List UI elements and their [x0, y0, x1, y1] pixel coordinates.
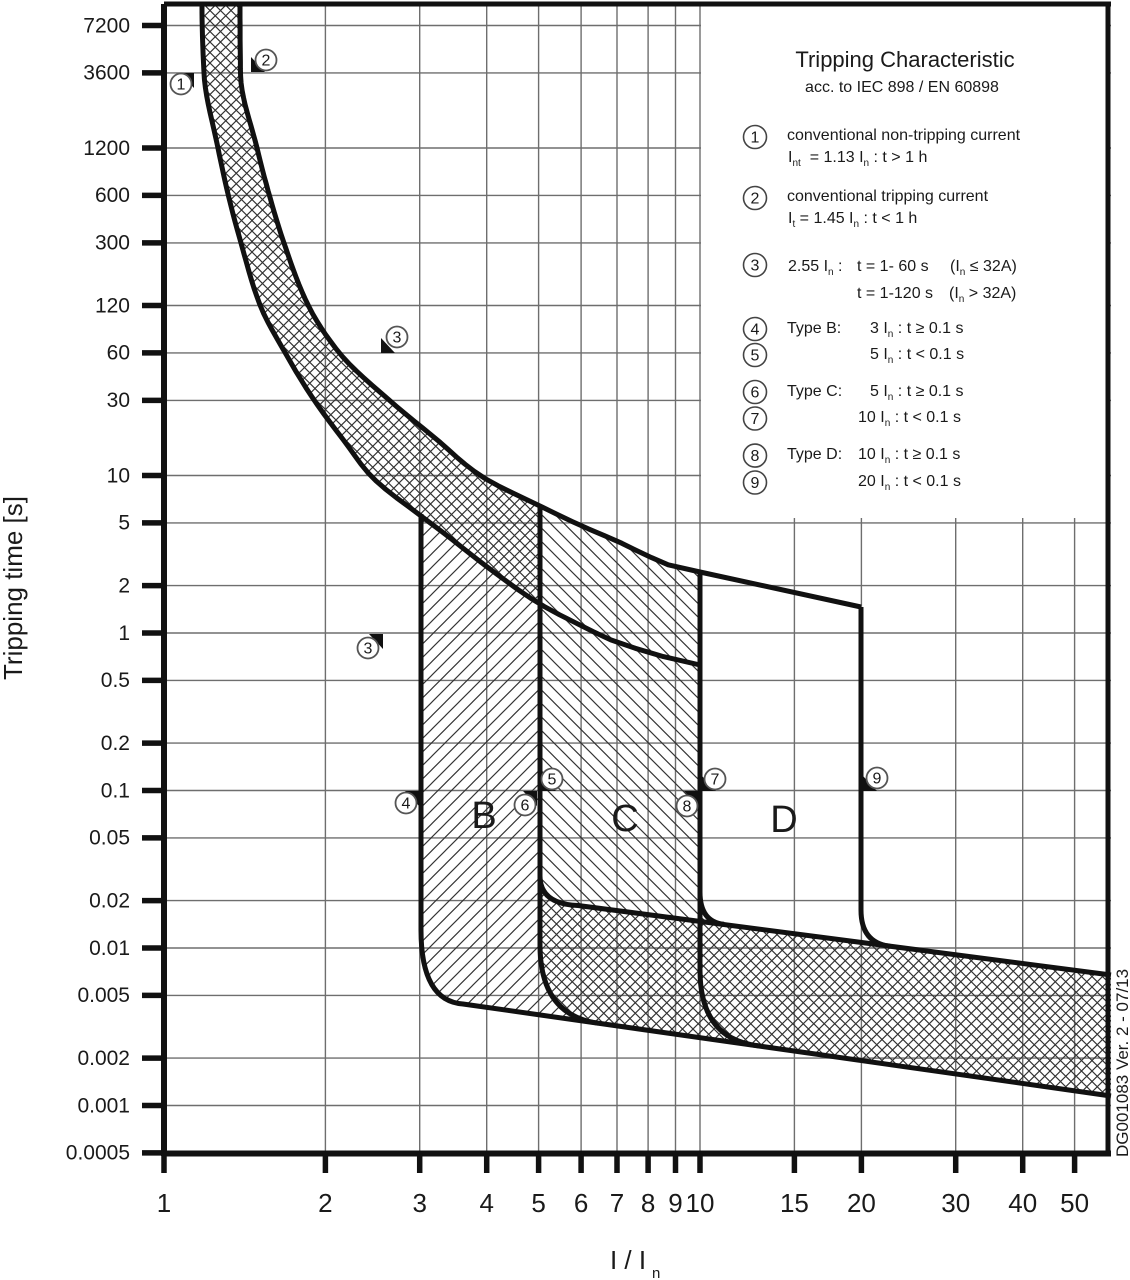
svg-text:9: 9 [873, 771, 882, 788]
svg-text:0.0005: 0.0005 [66, 1142, 130, 1165]
svg-text:(In ≤ 32A): (In ≤ 32A) [950, 258, 1017, 278]
svg-text:7200: 7200 [83, 14, 130, 37]
svg-text:I / I: I / I [610, 1245, 646, 1275]
svg-text:10 In : t ≥ 0.1 s: 10 In : t ≥ 0.1 s [858, 446, 960, 466]
svg-text:6: 6 [574, 1188, 588, 1218]
svg-text:4: 4 [751, 322, 760, 339]
svg-text:50: 50 [1060, 1188, 1089, 1218]
svg-text:B: B [471, 795, 496, 837]
svg-text:conventional tripping current: conventional tripping current [787, 188, 989, 205]
svg-text:2: 2 [318, 1188, 332, 1218]
svg-text:1200: 1200 [83, 137, 130, 160]
svg-text:4: 4 [479, 1188, 493, 1218]
svg-text:20 In : t < 0.1 s: 20 In : t < 0.1 s [858, 473, 961, 493]
svg-text:0.1: 0.1 [101, 779, 130, 802]
svg-text:3: 3 [412, 1188, 426, 1218]
svg-text:30: 30 [941, 1188, 970, 1218]
svg-text:5: 5 [118, 512, 130, 535]
svg-text:0.01: 0.01 [89, 937, 130, 960]
svg-text:0.005: 0.005 [77, 984, 130, 1007]
svg-text:Int = 1.13 In : t > 1 h: Int = 1.13 In : t > 1 h [788, 149, 927, 169]
svg-text:6: 6 [751, 385, 760, 402]
svg-text:5 In : t < 0.1 s: 5 In : t < 0.1 s [870, 346, 964, 366]
svg-text:Type B:: Type B: [787, 320, 841, 337]
svg-text:40: 40 [1008, 1188, 1037, 1218]
svg-text:10: 10 [107, 464, 130, 487]
svg-text:conventional non-tripping curr: conventional non-tripping current [787, 127, 1021, 144]
svg-text:It = 1.45 In : t < 1 h: It = 1.45 In : t < 1 h [788, 210, 917, 230]
svg-text:8: 8 [641, 1188, 655, 1218]
svg-text:3: 3 [751, 258, 760, 275]
svg-text:D: D [770, 799, 797, 841]
svg-text:1: 1 [157, 1188, 171, 1218]
svg-text:0.001: 0.001 [77, 1094, 130, 1117]
svg-text:10 In : t < 0.1 s: 10 In : t < 0.1 s [858, 409, 961, 429]
svg-text:0.05: 0.05 [89, 827, 130, 850]
svg-text:30: 30 [107, 389, 130, 412]
svg-text:4: 4 [402, 796, 411, 813]
svg-text:120: 120 [95, 294, 130, 317]
svg-text:3: 3 [393, 330, 402, 347]
svg-text:15: 15 [780, 1188, 809, 1218]
svg-text:7: 7 [711, 772, 720, 789]
svg-text:0.5: 0.5 [101, 669, 130, 692]
svg-text:DG001083 Ver. 2 - 07/13: DG001083 Ver. 2 - 07/13 [1113, 969, 1130, 1157]
svg-text:0.02: 0.02 [89, 889, 130, 912]
svg-text:7: 7 [610, 1188, 624, 1218]
svg-text:n: n [652, 1265, 660, 1280]
svg-text:t = 1-120 s: t = 1-120 s [857, 285, 933, 302]
svg-text:3 In : t ≥ 0.1 s: 3 In : t ≥ 0.1 s [870, 320, 964, 340]
svg-text:20: 20 [847, 1188, 876, 1218]
svg-text:(In > 32A): (In > 32A) [949, 285, 1016, 305]
svg-text:3600: 3600 [83, 62, 130, 85]
svg-text:9: 9 [668, 1188, 682, 1218]
svg-text:1: 1 [751, 130, 760, 147]
svg-text:0.002: 0.002 [77, 1047, 130, 1070]
svg-text:5 In : t ≥ 0.1 s: 5 In : t ≥ 0.1 s [870, 383, 964, 403]
svg-text:6: 6 [521, 798, 530, 815]
svg-text:5: 5 [548, 772, 557, 789]
svg-text:2: 2 [751, 191, 760, 208]
svg-text:10: 10 [686, 1188, 715, 1218]
svg-text:Tripping time [s]: Tripping time [s] [0, 496, 28, 680]
svg-text:8: 8 [683, 799, 692, 816]
svg-text:600: 600 [95, 184, 130, 207]
svg-text:5: 5 [531, 1188, 545, 1218]
svg-text:300: 300 [95, 232, 130, 255]
svg-text:9: 9 [751, 475, 760, 492]
svg-text:5: 5 [751, 348, 760, 365]
svg-text:3: 3 [364, 641, 373, 658]
svg-text:t = 1- 60 s: t = 1- 60 s [857, 258, 929, 275]
svg-text:C: C [611, 798, 638, 840]
svg-text:1: 1 [118, 622, 130, 645]
svg-text:1: 1 [177, 77, 186, 94]
svg-text:Type D:: Type D: [787, 446, 842, 463]
svg-text:8: 8 [751, 448, 760, 465]
svg-text:acc. to IEC 898 / EN 60898: acc. to IEC 898 / EN 60898 [805, 79, 999, 96]
svg-text:7: 7 [751, 411, 760, 428]
svg-text:60: 60 [107, 342, 130, 365]
svg-text:Type C:: Type C: [787, 383, 842, 400]
svg-text:2: 2 [262, 53, 271, 70]
svg-text:0.2: 0.2 [101, 732, 130, 755]
svg-text:2: 2 [118, 574, 130, 597]
svg-text:Tripping Characteristic: Tripping Characteristic [795, 47, 1014, 72]
